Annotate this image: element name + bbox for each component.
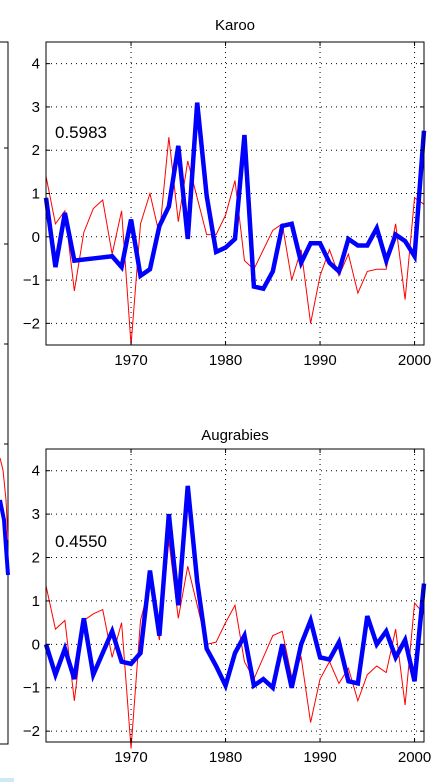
left-panel-blue-line [0, 499, 10, 576]
series-blue-line [43, 485, 427, 693]
y-tick-label: −2 [23, 723, 40, 740]
left-panel-frame [0, 41, 9, 745]
y-tick-label: 0 [32, 229, 40, 246]
left-panel-fragment [0, 41, 10, 745]
plot-area [46, 42, 424, 345]
y-tick-label: 0 [32, 636, 40, 653]
x-tick-label: 1970 [114, 352, 147, 369]
correlation-annotation: 0.5983 [55, 123, 107, 142]
y-tick-label: −1 [23, 272, 40, 289]
x-tick-label: 1980 [209, 749, 242, 766]
left-panel-red-line [0, 457, 9, 541]
y-tick-label: 1 [32, 593, 40, 610]
karoo-chart: 1970 1980 1990 2000 −2 −1 0 1 2 3 4 Karoo 0.5983 [23, 17, 431, 369]
y-tick-label: 2 [32, 142, 40, 159]
augrabies-chart: 1970 1980 1990 2000 −2 −1 0 1 2 3 4 Augrabies 0.4550 [23, 427, 431, 766]
y-tick-label: 3 [32, 99, 40, 116]
x-tick-label: 2000 [398, 352, 431, 369]
chart-title: Augrabies [201, 427, 269, 444]
y-tick-label: −2 [23, 315, 40, 332]
correlation-annotation: 0.4550 [55, 532, 107, 551]
y-tick-label: 3 [32, 506, 40, 523]
x-tick-label: 2000 [398, 749, 431, 766]
chart-title: Karoo [215, 17, 255, 34]
plot-area [46, 449, 424, 742]
x-tick-label: 1970 [114, 749, 147, 766]
y-tick-label: 1 [32, 186, 40, 203]
y-tick-label: 4 [32, 56, 40, 73]
bottom-strip [0, 778, 14, 782]
series-blue-line [43, 102, 427, 292]
y-tick-label: −1 [23, 680, 40, 697]
y-tick-label: 4 [32, 463, 40, 480]
x-tick-label: 1990 [303, 352, 336, 369]
axes-frame [45, 448, 425, 743]
series-red-line [45, 137, 425, 346]
x-tick-label: 1980 [209, 352, 242, 369]
x-tick-label: 1990 [303, 749, 336, 766]
y-tick-label: 2 [32, 550, 40, 567]
